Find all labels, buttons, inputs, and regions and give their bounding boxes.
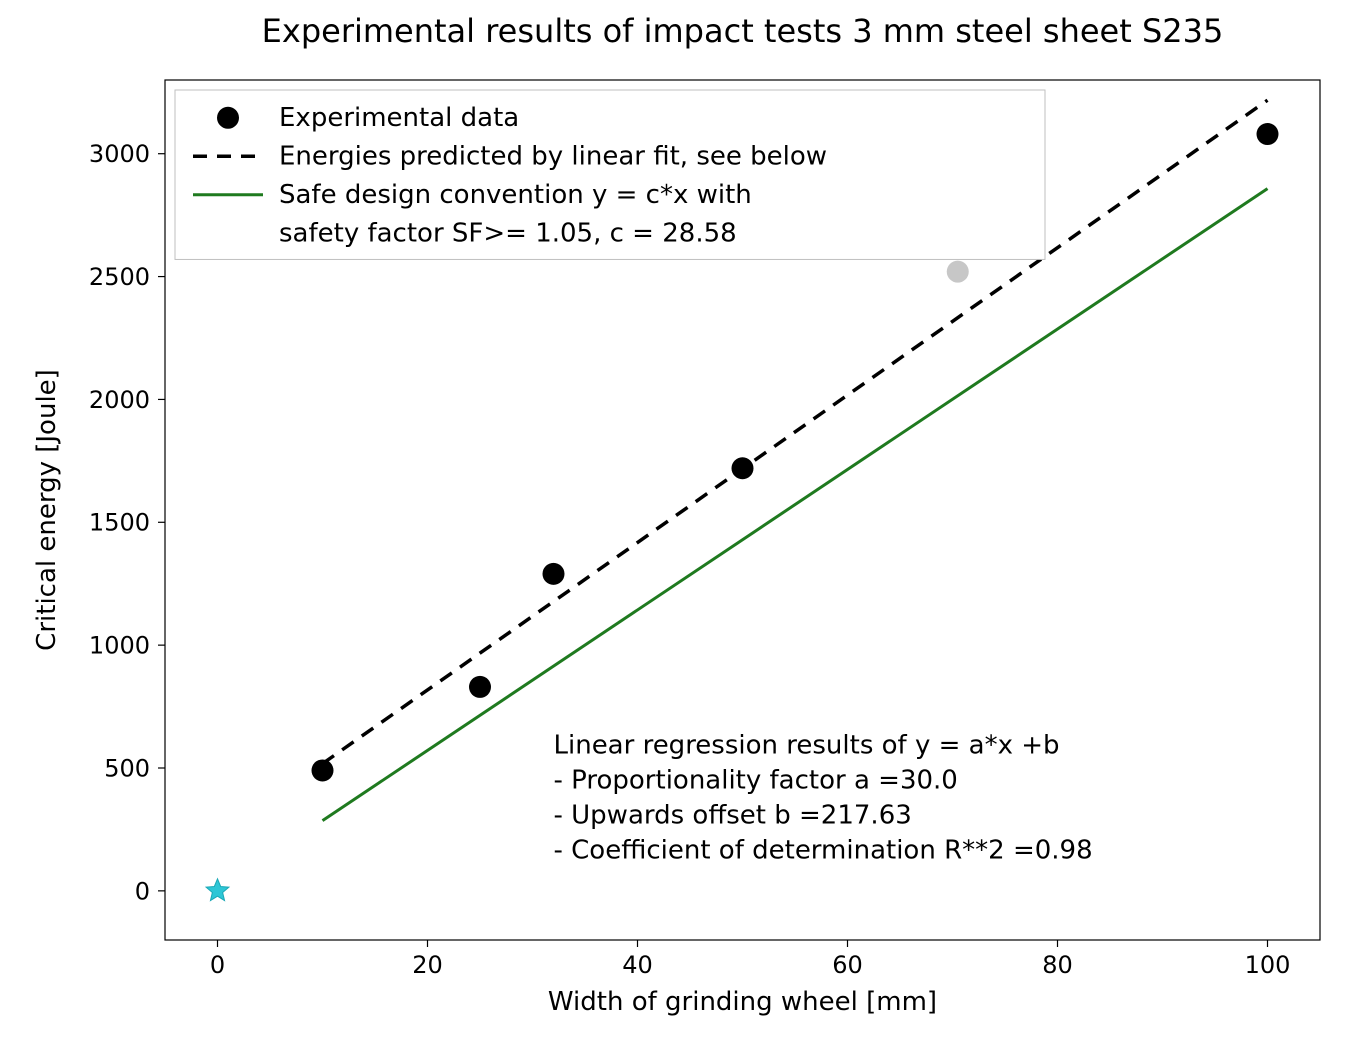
- x-tick-label: 100: [1245, 951, 1291, 979]
- legend-marker-icon: [217, 107, 239, 129]
- chart-svg: Experimental results of impact tests 3 m…: [0, 0, 1357, 1046]
- data-point: [469, 676, 491, 698]
- data-point: [312, 759, 334, 781]
- y-tick-label: 0: [135, 877, 150, 905]
- y-axis-label: Critical energy [Joule]: [32, 369, 62, 651]
- y-tick-label: 500: [104, 754, 150, 782]
- x-axis-label: Width of grinding wheel [mm]: [548, 987, 937, 1017]
- y-tick-label: 2000: [89, 386, 150, 414]
- outlier-point: [947, 261, 969, 283]
- y-tick-label: 2500: [89, 263, 150, 291]
- y-tick-label: 1000: [89, 632, 150, 660]
- chart-container: Experimental results of impact tests 3 m…: [0, 0, 1357, 1046]
- x-tick-label: 60: [832, 951, 863, 979]
- y-tick-label: 3000: [89, 140, 150, 168]
- legend-label: Energies predicted by linear fit, see be…: [279, 142, 827, 172]
- legend-label: safety factor SF>= 1.05, c = 28.58: [279, 219, 737, 249]
- x-tick-label: 40: [622, 951, 653, 979]
- x-tick-label: 80: [1042, 951, 1073, 979]
- legend-label: Safe design convention y = c*x with: [279, 180, 752, 210]
- y-tick-label: 1500: [89, 509, 150, 537]
- data-point: [543, 563, 565, 585]
- annotation-line: - Upwards offset b =217.63: [554, 800, 912, 830]
- data-point: [732, 457, 754, 479]
- data-point: [1257, 123, 1279, 145]
- annotation-line: - Coefficient of determination R**2 =0.9…: [554, 836, 1093, 866]
- legend-label: Experimental data: [279, 103, 519, 133]
- annotation-line: - Proportionality factor a =30.0: [554, 765, 958, 795]
- annotation-line: Linear regression results of y = a*x +b: [554, 730, 1060, 760]
- chart-title: Experimental results of impact tests 3 m…: [262, 12, 1224, 50]
- x-tick-label: 20: [412, 951, 443, 979]
- x-tick-label: 0: [210, 951, 225, 979]
